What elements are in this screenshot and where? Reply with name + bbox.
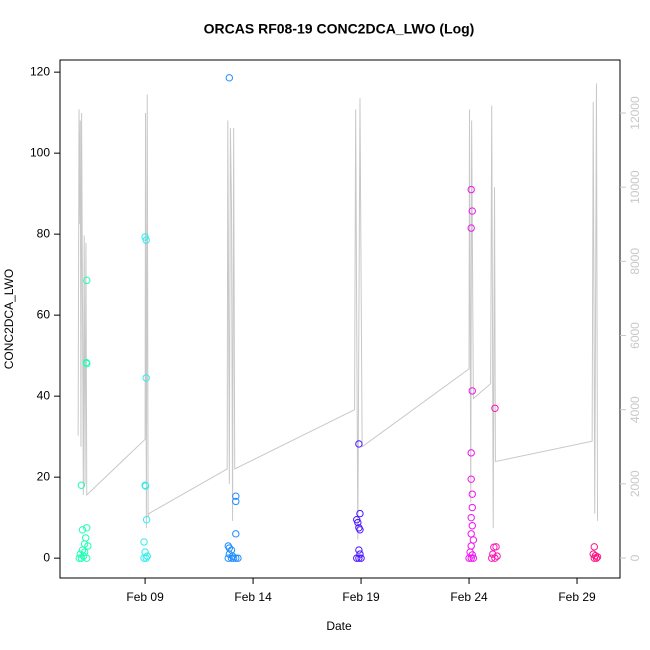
point [468, 551, 476, 559]
point [468, 207, 476, 215]
y2-tick-label: 0 [628, 554, 642, 561]
y2-tick-label: 6000 [628, 322, 642, 349]
point [75, 554, 83, 562]
y2-tick-label: 10000 [628, 170, 642, 204]
x-axis-label: Date [326, 619, 352, 633]
point [83, 360, 91, 368]
point [469, 554, 478, 562]
point [77, 554, 86, 562]
point [355, 554, 363, 562]
point [467, 224, 475, 232]
y2-tick-label: 8000 [628, 248, 642, 275]
y2-tick-label: 4000 [628, 396, 642, 423]
point [141, 482, 150, 490]
point [356, 526, 364, 534]
point [142, 236, 150, 244]
point [142, 374, 150, 382]
point [224, 554, 232, 562]
point [354, 518, 362, 527]
point [143, 552, 151, 560]
point [467, 475, 475, 483]
point [356, 509, 364, 518]
point [468, 387, 476, 395]
point [141, 548, 149, 556]
y2-tick-label: 2000 [628, 470, 642, 497]
point [468, 522, 476, 530]
point [83, 276, 91, 285]
y-tick-label: 60 [37, 307, 51, 321]
point [355, 546, 363, 554]
point [83, 524, 91, 532]
point [489, 550, 497, 558]
x-tick-label: Feb 29 [558, 590, 596, 604]
point [225, 74, 234, 82]
point [232, 530, 240, 538]
point [590, 543, 599, 551]
point [355, 440, 363, 448]
x-tick-label: Feb 14 [234, 590, 272, 604]
x-tick-label: Feb 19 [342, 590, 380, 604]
point [80, 548, 89, 556]
point [468, 490, 476, 498]
point [467, 513, 475, 522]
plot-frame [59, 59, 621, 579]
point [467, 449, 475, 457]
point [357, 554, 365, 562]
x-tick-label: Feb 09 [126, 590, 164, 604]
point [356, 550, 364, 558]
y-tick-label: 80 [37, 226, 51, 240]
point [492, 543, 500, 551]
point [591, 552, 600, 560]
point [232, 497, 240, 506]
y-tick-label: 100 [30, 145, 50, 159]
chart-title: ORCAS RF08-19 CONC2DCA_LWO (Log) [204, 21, 475, 37]
point [467, 185, 475, 194]
point [228, 552, 237, 560]
point [491, 554, 499, 562]
point [78, 526, 87, 534]
y2-tick-label: 12000 [628, 96, 642, 130]
point [84, 542, 92, 550]
point [493, 552, 501, 560]
x-tick-label: Feb 24 [450, 590, 488, 604]
point [468, 503, 476, 512]
y-tick-label: 0 [43, 550, 50, 564]
y-axis-label: CONC2DCA_LWO [2, 269, 16, 369]
point [232, 492, 240, 500]
y-tick-label: 120 [30, 64, 50, 78]
point [491, 404, 499, 413]
point [140, 538, 148, 546]
y-tick-label: 20 [37, 469, 51, 483]
point [142, 515, 151, 524]
point [77, 481, 86, 489]
y-tick-label: 40 [37, 388, 51, 402]
point [141, 233, 149, 241]
point [467, 554, 475, 562]
